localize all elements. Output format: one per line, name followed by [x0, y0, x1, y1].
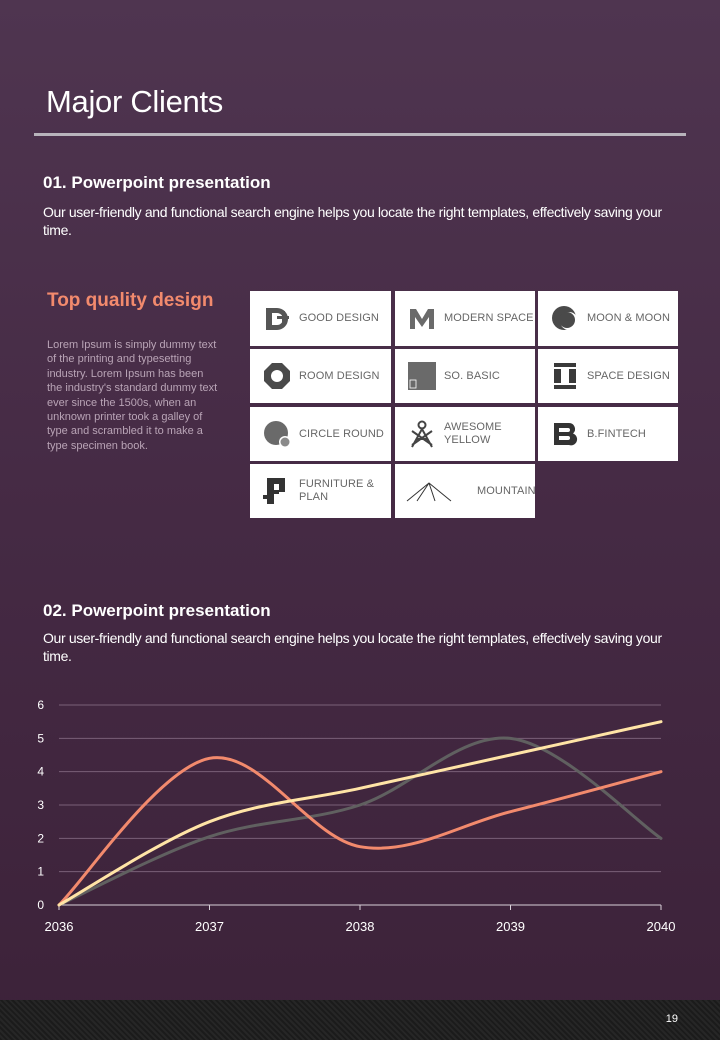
client-name: SO. BASIC [444, 369, 500, 382]
series-line-2 [57, 736, 663, 907]
top-quality-text: Lorem Ipsum is simply dummy text of the … [47, 339, 218, 452]
client-tile-moon-moon: MOON & MOON [538, 291, 678, 346]
x-tick-label: 2039 [496, 919, 525, 934]
client-name: GOOD DESIGN [299, 312, 379, 324]
page-title: Major Clients [46, 84, 223, 119]
client-tile-furniture-plan: FURNITURE & PLAN [250, 464, 391, 518]
client-name: B.FINTECH [587, 427, 646, 440]
line-chart-svg: 0 1 2 3 4 5 6 2036 2037 2038 2039 2040 [37, 698, 676, 934]
client-tile-modern-space: MODERN SPACE [395, 291, 535, 346]
title-divider [34, 133, 686, 136]
client-name: MOON & MOON [587, 312, 670, 324]
y-tick-label: 2 [37, 831, 44, 845]
client-name: FURNITURE & PLAN [299, 478, 375, 503]
y-tick-label: 1 [37, 865, 44, 879]
client-tile-awesome-yellow: AWESOME YELLOW [395, 407, 535, 461]
good-design-logo-icon [263, 305, 291, 333]
y-tick-label: 0 [37, 898, 44, 912]
section-2-body: Our user-friendly and functional search … [43, 630, 662, 664]
line-chart: 0 1 2 3 4 5 6 2036 2037 2038 2039 2040 [0, 690, 720, 940]
modern-space-logo-icon [408, 305, 436, 333]
x-tick-label: 2037 [195, 919, 224, 934]
series-line-1 [57, 720, 663, 907]
section-1-body: Our user-friendly and functional search … [43, 204, 662, 238]
y-tick-label: 3 [37, 798, 44, 812]
section-2-heading: 02. Powerpoint presentation [43, 601, 271, 620]
client-name: CIRCLE ROUND [299, 427, 384, 440]
client-name: AWESOME YELLOW [444, 421, 502, 446]
so-basic-logo-icon [408, 362, 436, 390]
page-number: 19 [665, 1013, 678, 1025]
moon-logo-icon [551, 305, 579, 333]
client-name: MOUNTAIN [477, 484, 536, 497]
circle-round-logo-icon [263, 420, 291, 448]
client-tile-good-design: GOOD DESIGN [250, 291, 391, 346]
client-tile-room-design: ROOM DESIGN [250, 349, 391, 403]
series-line-0 [57, 756, 663, 907]
furniture-plan-logo-icon [263, 477, 291, 505]
client-name: MODERN SPACE [444, 312, 534, 324]
client-logo-grid: GOOD DESIGN MODERN SPACE MOON & MOON ROO… [250, 291, 678, 518]
space-design-logo-icon [551, 362, 579, 390]
awesome-yellow-logo-icon [408, 420, 436, 448]
x-tick-label: 2038 [346, 919, 375, 934]
top-quality-title: Top quality design [47, 290, 214, 311]
x-tick-label: 2036 [45, 919, 74, 934]
y-tick-label: 6 [37, 698, 44, 712]
footer-bar: 19 [0, 1000, 720, 1040]
y-tick-label: 5 [37, 731, 44, 745]
client-name: ROOM DESIGN [299, 369, 380, 382]
client-tile-mountain: MOUNTAIN [395, 464, 536, 518]
y-tick-label: 4 [37, 765, 44, 779]
client-tile-so-basic: SO. BASIC [395, 349, 535, 403]
x-tick-label: 2040 [647, 919, 676, 934]
client-name: SPACE DESIGN [587, 369, 670, 382]
room-design-logo-icon [263, 362, 291, 390]
section-1-heading: 01. Powerpoint presentation [43, 173, 271, 192]
client-tile-space-design: SPACE DESIGN [538, 349, 678, 403]
b-fintech-logo-icon [551, 420, 579, 448]
client-tile-b-fintech: B.FINTECH [538, 407, 678, 461]
client-tile-circle-round: CIRCLE ROUND [250, 407, 391, 461]
mountain-logo-icon [405, 477, 453, 505]
